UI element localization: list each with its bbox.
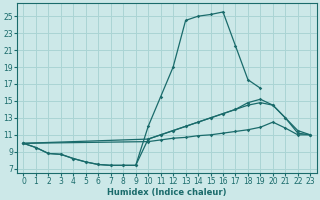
X-axis label: Humidex (Indice chaleur): Humidex (Indice chaleur)	[107, 188, 227, 197]
